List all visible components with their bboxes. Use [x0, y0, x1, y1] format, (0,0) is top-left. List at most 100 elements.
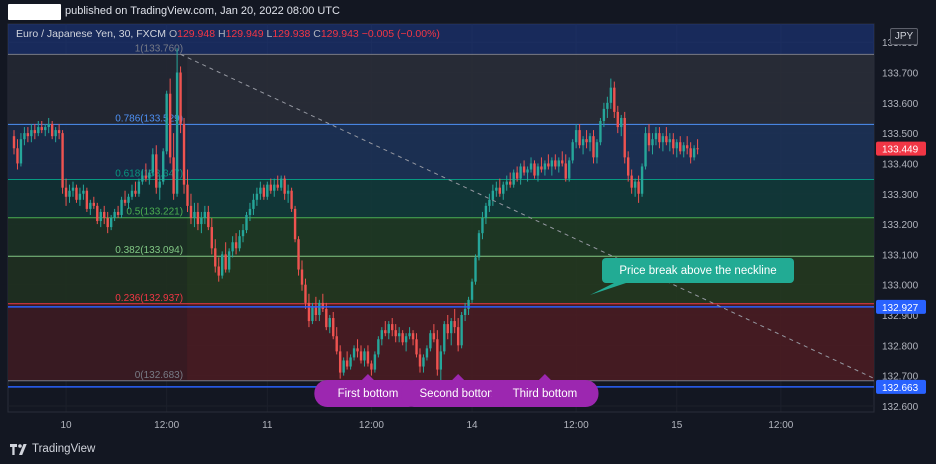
price-tick-label: 133.100 — [882, 250, 919, 261]
candle-body — [85, 190, 89, 209]
candle-body — [613, 87, 616, 112]
candle-body — [609, 87, 613, 103]
candle-body — [37, 127, 40, 134]
candle-body — [633, 181, 637, 188]
candle-body — [689, 148, 692, 158]
candle-body — [269, 184, 272, 191]
candle-body — [502, 184, 505, 194]
price-tick-label: 133.400 — [882, 159, 919, 170]
candle-body — [543, 163, 547, 170]
candle-body — [44, 127, 47, 131]
candle-body — [692, 148, 696, 158]
candle-body — [203, 211, 207, 218]
close-label: C — [313, 28, 321, 40]
candle-body — [505, 181, 508, 185]
currency-button[interactable]: JPY — [890, 28, 918, 45]
candle-body — [141, 175, 144, 182]
candle-body — [498, 187, 501, 194]
candle-body — [585, 139, 588, 143]
candle-body — [561, 160, 564, 164]
bottom-label-text: First bottom — [338, 388, 399, 400]
price-axis — [876, 24, 936, 412]
candle-body — [418, 354, 422, 367]
candle-body — [547, 163, 550, 167]
candle-body — [391, 324, 394, 331]
candle-body — [75, 187, 78, 200]
last-price-badge — [876, 141, 926, 156]
candle-body — [647, 133, 651, 146]
candle-body — [318, 302, 321, 315]
candle-body — [293, 208, 297, 240]
candle-body — [338, 351, 342, 373]
price-tick-label: 133.000 — [882, 281, 919, 292]
symbol-legend[interactable]: Euro / Japanese Yen, 30, FXCM O129.948 H… — [16, 28, 440, 40]
tradingview-logo[interactable]: TradingView — [10, 443, 95, 455]
fib-level-label: 0.236(132.937) — [115, 293, 183, 304]
candle-body — [227, 251, 231, 270]
last-price-text: 133.449 — [882, 145, 919, 156]
candle-body — [279, 178, 283, 188]
support-price-badge — [876, 379, 926, 394]
candle-body — [522, 166, 526, 173]
author-redaction — [8, 4, 61, 20]
candle-body — [332, 318, 335, 337]
candle-body — [182, 124, 186, 185]
candle-body — [40, 127, 43, 131]
candle-body — [432, 333, 436, 340]
candle-body — [602, 108, 606, 121]
candle-body — [252, 199, 255, 209]
candle-body — [300, 269, 304, 285]
candle-body — [106, 218, 109, 228]
candle-body — [221, 254, 224, 276]
candle-body — [82, 190, 85, 194]
candle-body — [16, 148, 19, 164]
candle-body — [224, 254, 227, 270]
candle-body — [408, 333, 411, 337]
candle-body — [127, 196, 130, 203]
candle-body — [397, 333, 401, 337]
candle-body — [651, 139, 654, 146]
candle-body — [54, 130, 57, 137]
candle-body — [262, 187, 266, 197]
candle-body — [113, 211, 116, 218]
fib-zone — [8, 54, 874, 125]
candle-body — [411, 333, 415, 340]
candle-body — [214, 248, 217, 267]
candle-body — [512, 172, 515, 185]
price-tick-label: 132.700 — [882, 372, 919, 383]
candle-body — [599, 121, 602, 143]
candle-body — [481, 218, 484, 234]
candle-body — [404, 336, 408, 343]
candle-body — [467, 299, 470, 309]
candle-body — [564, 163, 567, 179]
callout-text: Price break above the neckline — [619, 265, 776, 277]
candle-body — [654, 133, 658, 140]
candle-body — [33, 130, 37, 134]
candle-body — [658, 133, 661, 143]
candle-body — [116, 211, 120, 215]
callout-pointer — [590, 283, 626, 295]
candle-body — [175, 72, 179, 194]
candle-body — [425, 348, 429, 358]
candle-body — [297, 239, 300, 270]
candle-body — [672, 139, 675, 149]
candle-body — [276, 184, 279, 188]
candle-body — [370, 363, 373, 370]
fib-zone-top — [8, 24, 874, 55]
candle-body — [165, 93, 168, 152]
candle-body — [134, 190, 137, 194]
candle-body — [443, 324, 446, 352]
candle-body — [491, 190, 495, 200]
candle-body — [286, 190, 290, 194]
candle-body — [68, 190, 71, 197]
candle-body — [255, 193, 259, 200]
candle-body — [168, 93, 172, 158]
candle-body — [574, 130, 578, 143]
high-value: 129.949 — [225, 28, 264, 40]
footer-bar — [0, 436, 936, 464]
candle-body — [283, 178, 286, 194]
candle-body — [529, 163, 533, 170]
candle-body — [304, 284, 307, 303]
